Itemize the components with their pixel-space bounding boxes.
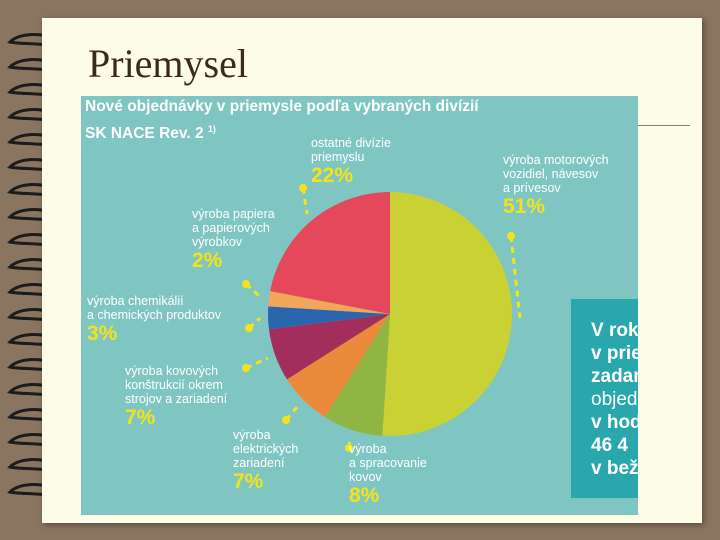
label-paper-pct: 2% [192,249,223,272]
chart-subtitle-footnote: 1) [207,124,216,134]
chart-title: Nové objednávky v priemysle podľa vybran… [85,98,479,115]
side-info-line: V rok [591,320,638,341]
label-metal-structures-line: strojov a zariadení [125,392,228,406]
slice-metals [324,314,390,436]
label-metal-structures-pct: 7% [125,406,156,429]
chart-subtitle: SK NACE Rev. 2 [85,125,204,143]
label-other-divisions-line: priemyslu [311,150,365,164]
label-electrical-line: zariadení [233,456,285,470]
slice-other-divisions [270,192,390,314]
side-info-line: 46 4 [591,435,628,456]
leader-dot [242,364,250,372]
label-metals-line: a spracovanie [349,456,427,470]
leader-dot [282,416,290,424]
label-motor-vehicles-pct: 51% [503,195,546,218]
label-motor-vehicles-line: výroba motorových [503,153,609,167]
label-metals-line: kovov [349,470,382,484]
leader-dot [245,324,253,332]
label-metals: výroba a spracovanie kovov 8% [349,442,427,508]
label-metals-line: výroba [349,442,387,456]
side-info-text: V rok v prie zadar objed v hod 46 4 v be… [591,319,638,480]
label-paper-line: výrobkov [192,235,243,249]
slide-title: Priemysel [88,41,248,86]
label-metal-structures-line: výroba kovových [125,364,219,378]
label-chemicals-line: výroba chemikálií [87,294,184,308]
side-info-line: v bež [591,458,638,479]
slice-electrical [286,314,390,418]
label-electrical-pct: 7% [233,470,264,493]
label-chemicals-pct: 3% [87,322,118,345]
label-other-divisions: ostatné divízie priemyslu 22% [311,136,391,188]
side-info-panel: V rok v prie zadar objed v hod 46 4 v be… [571,299,638,498]
label-motor-vehicles: výroba motorových vozidiel, návesov a pr… [503,153,609,219]
label-motor-vehicles-line: vozidiel, návesov [503,167,599,181]
side-info-line: v prie [591,343,638,364]
side-info-line: objed [591,389,638,410]
label-motor-vehicles-line: a prívesov [503,181,561,195]
side-info-line: v hod [591,412,638,433]
chart-title-block: Nové objednávky v priemysle podľa vybran… [85,96,479,145]
side-info-line: zadar [591,366,638,387]
title-underline [600,125,690,126]
label-chemicals-line: a chemických produktov [87,308,222,322]
label-paper-line: a papierových [192,221,270,235]
slice-metal-structures [268,314,390,380]
label-paper-line: výroba papiera [192,207,275,221]
leader-line [509,235,522,319]
leader-dot [242,280,250,288]
leader-dot [507,232,515,240]
pie-chart-infographic: Nové objednávky v priemysle podľa vybran… [81,96,638,515]
label-electrical-line: elektrických [233,442,299,456]
label-chemicals: výroba chemikálií a chemických produktov… [87,294,221,346]
label-metals-pct: 8% [349,484,380,507]
leader-dot [345,444,353,452]
pie-chart [242,184,522,452]
slice-motor-vehicles [382,192,513,437]
label-paper: výroba papiera a papierových výrobkov 2% [192,207,275,273]
label-other-divisions-pct: 22% [311,164,354,187]
label-electrical: výroba elektrických zariadení 7% [233,428,298,494]
leader-line [301,187,309,215]
label-other-divisions-line: ostatné divízie [311,136,391,150]
slice-chemicals [268,306,390,330]
label-metal-structures: výroba kovových konštrukcií okrem strojo… [125,364,227,430]
label-electrical-line: výroba [233,428,271,442]
leader-dot [299,184,307,192]
label-metal-structures-line: konštrukcií okrem [125,378,223,392]
slice-paper [268,291,390,314]
